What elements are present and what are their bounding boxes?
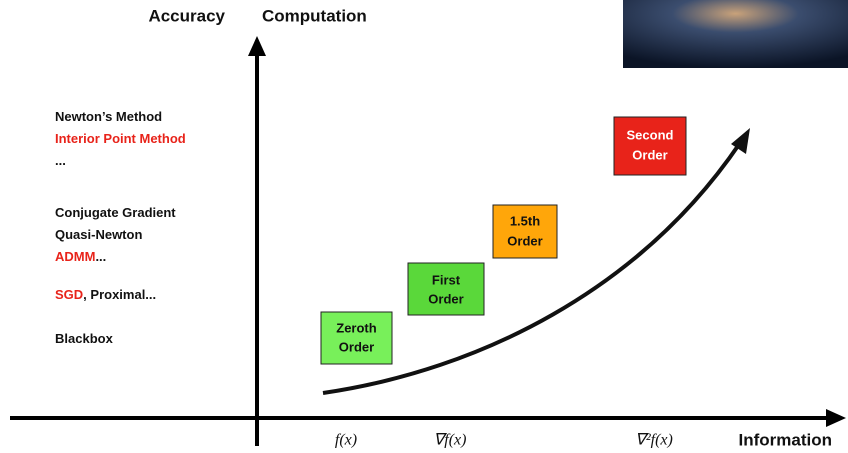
box-label: Order bbox=[507, 233, 542, 248]
boxes: Zeroth Order First Order 1.5th Order Sec… bbox=[321, 117, 686, 364]
x-tick-label: ∇f(x) bbox=[434, 432, 467, 449]
y-axis-label: Accuracy bbox=[148, 6, 225, 25]
box-label: Order bbox=[428, 291, 463, 306]
box-label: 1.5th bbox=[510, 213, 540, 228]
method: Newton’s Method bbox=[55, 109, 162, 124]
method: Blackbox bbox=[55, 331, 114, 346]
order-box bbox=[408, 263, 484, 315]
arrowhead bbox=[826, 409, 846, 427]
arrowhead bbox=[248, 36, 266, 56]
x-tick-label: ∇²f(x) bbox=[635, 432, 673, 449]
slide: Accuracy Computation Newton’s Method Int… bbox=[0, 0, 848, 453]
method: Quasi-Newton bbox=[55, 227, 142, 242]
box-label: Zeroth bbox=[336, 320, 377, 335]
method: Conjugate Gradient bbox=[55, 205, 176, 220]
galaxy-image bbox=[623, 0, 848, 68]
x-tick-label: f(x) bbox=[335, 432, 357, 449]
x-axis-label: Information bbox=[739, 430, 833, 449]
box-label: First bbox=[432, 272, 461, 287]
y-axis-label: Computation bbox=[262, 6, 367, 25]
box-label: Order bbox=[339, 339, 374, 354]
box-label: Order bbox=[632, 147, 667, 162]
method: Interior Point Method bbox=[55, 131, 186, 146]
method: ADMM... bbox=[55, 249, 106, 264]
order-box bbox=[614, 117, 686, 175]
method-list: Newton’s Method Interior Point Method ..… bbox=[55, 109, 186, 346]
method: SGD, Proximal... bbox=[55, 287, 156, 302]
method: ... bbox=[55, 153, 66, 168]
box-label: Second bbox=[627, 127, 674, 142]
